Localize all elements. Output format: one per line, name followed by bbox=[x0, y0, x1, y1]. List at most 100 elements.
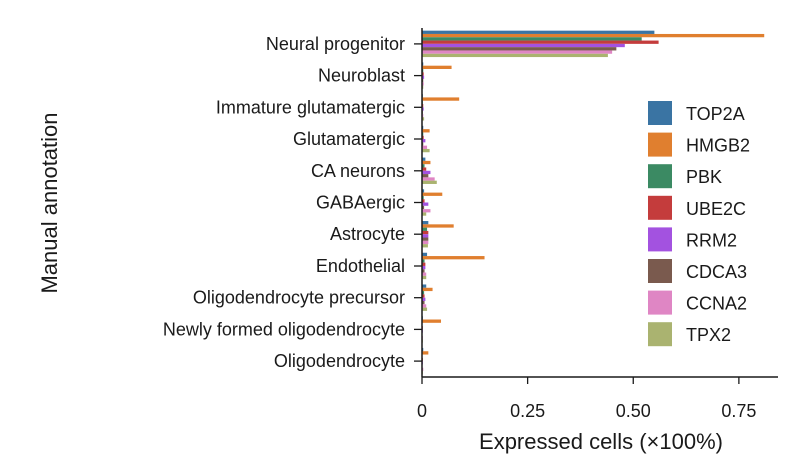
legend-swatch-tpx2 bbox=[648, 322, 672, 347]
category-label: Newly formed oligodendrocyte bbox=[163, 319, 405, 339]
bar-top2a bbox=[422, 30, 655, 34]
bar-cdca3 bbox=[422, 174, 429, 178]
bar-ccna2 bbox=[422, 145, 428, 149]
bar-pbk bbox=[422, 291, 425, 295]
bar-top2a bbox=[422, 221, 429, 225]
bar-ube2c bbox=[422, 72, 424, 76]
bar-rrm2 bbox=[422, 202, 429, 206]
bar-tpx2 bbox=[422, 307, 428, 311]
y-axis-title: Manual annotation bbox=[37, 112, 62, 293]
bar-cdca3 bbox=[422, 269, 425, 273]
bar-hmgb2 bbox=[422, 351, 429, 355]
bar-ube2c bbox=[422, 40, 659, 44]
legend-swatch-ccna2 bbox=[648, 290, 672, 315]
bar-rrm2 bbox=[422, 170, 431, 175]
legend: TOP2A HMGB2 PBK UBE2C RRM2 CDCA3 CCNA2 TPX2 bbox=[648, 101, 750, 347]
bar-hmgb2 bbox=[422, 160, 431, 165]
legend-swatch-ube2c bbox=[648, 195, 672, 220]
category-label: GABAergic bbox=[316, 193, 405, 213]
category-label: Immature glutamatergic bbox=[216, 97, 405, 117]
bar-hmgb2 bbox=[422, 65, 452, 69]
bar-tpx2 bbox=[422, 244, 428, 248]
bar-rrm2 bbox=[422, 139, 426, 143]
bar-top2a bbox=[422, 157, 426, 161]
category-label: Endothelial bbox=[316, 256, 405, 276]
bar-cdca3 bbox=[422, 205, 425, 210]
bar-pbk bbox=[422, 227, 428, 231]
bar-ube2c bbox=[422, 199, 425, 203]
category-label: Glutamatergic bbox=[293, 129, 405, 149]
bar-ube2c bbox=[422, 262, 426, 266]
bar-tpx2 bbox=[422, 180, 437, 184]
x-tick-label: 0 bbox=[417, 401, 427, 421]
bar-rrm2 bbox=[422, 297, 426, 301]
x-tick-label: 0.25 bbox=[510, 401, 545, 421]
bar-hmgb2 bbox=[422, 97, 460, 101]
legend-label-cdca3: CDCA3 bbox=[686, 262, 747, 282]
legend-label-tpx2: TPX2 bbox=[686, 325, 731, 345]
legend-swatch-hmgb2 bbox=[648, 132, 672, 157]
legend-swatch-cdca3 bbox=[648, 259, 672, 283]
legend-swatch-pbk bbox=[648, 164, 672, 189]
category-label: Oligodendrocyte bbox=[274, 351, 405, 371]
category-label: Neural progenitor bbox=[266, 34, 405, 54]
bar-rrm2 bbox=[422, 107, 424, 111]
bar-top2a bbox=[422, 252, 428, 257]
bar-ube2c bbox=[422, 230, 429, 235]
bar-tpx2 bbox=[422, 53, 608, 58]
bar-cdca3 bbox=[422, 47, 617, 51]
legend-swatch-rrm2 bbox=[648, 227, 672, 252]
bars-group bbox=[422, 30, 765, 375]
bar-tpx2 bbox=[422, 148, 430, 153]
bar-hmgb2 bbox=[422, 224, 454, 228]
legend-label-ccna2: CCNA2 bbox=[686, 294, 747, 314]
bar-ccna2 bbox=[422, 272, 427, 276]
bar-rrm2 bbox=[422, 234, 429, 238]
bar-ccna2 bbox=[422, 304, 427, 308]
bar-tpx2 bbox=[422, 117, 425, 121]
bar-ube2c bbox=[422, 294, 425, 298]
legend-label-ube2c: UBE2C bbox=[686, 199, 746, 219]
legend-label-rrm2: RRM2 bbox=[686, 230, 737, 250]
bar-cdca3 bbox=[422, 300, 425, 305]
category-label: Astrocyte bbox=[330, 224, 405, 244]
bar-ccna2 bbox=[422, 177, 435, 181]
x-tick-label: 0.50 bbox=[616, 401, 651, 421]
category-label: CA neurons bbox=[311, 161, 405, 181]
bar-ccna2 bbox=[422, 209, 431, 213]
bar-hmgb2 bbox=[422, 192, 443, 196]
bar-hmgb2 bbox=[422, 256, 485, 260]
bar-top2a bbox=[422, 284, 427, 288]
bar-pbk bbox=[422, 37, 642, 41]
x-tick-label: 0.75 bbox=[721, 401, 756, 421]
bar-pbk bbox=[422, 164, 425, 168]
category-label: Oligodendrocyte precursor bbox=[193, 288, 405, 308]
bar-ccna2 bbox=[422, 82, 424, 86]
category-label: Neuroblast bbox=[318, 66, 405, 86]
bar-tpx2 bbox=[422, 275, 427, 280]
bar-ccna2 bbox=[422, 240, 429, 245]
bar-top2a bbox=[422, 189, 425, 193]
axes-group bbox=[414, 28, 778, 378]
legend-label-hmgb2: HMGB2 bbox=[686, 136, 750, 156]
bar-tpx2 bbox=[422, 212, 427, 216]
bar-rrm2 bbox=[422, 265, 426, 270]
bar-ccna2 bbox=[422, 50, 613, 54]
bar-hmgb2 bbox=[422, 33, 765, 38]
bar-pbk bbox=[422, 259, 425, 263]
bar-rrm2 bbox=[422, 43, 625, 48]
bar-ube2c bbox=[422, 135, 424, 140]
bar-hmgb2 bbox=[422, 129, 430, 133]
bar-hmgb2 bbox=[422, 319, 442, 323]
x-axis-ticks: 0 0.25 0.50 0.75 bbox=[417, 377, 756, 421]
bar-cdca3 bbox=[422, 237, 429, 241]
x-axis-title: Expressed cells (×100%) bbox=[479, 429, 723, 454]
bar-hmgb2 bbox=[422, 287, 433, 292]
legend-label-pbk: PBK bbox=[686, 167, 722, 187]
bar-ube2c bbox=[422, 167, 427, 171]
bar-rrm2 bbox=[422, 75, 425, 79]
category-labels: Neural progenitor Neuroblast Immature glut… bbox=[163, 34, 405, 371]
legend-label-top2a: TOP2A bbox=[686, 104, 745, 124]
legend-swatch-top2a bbox=[648, 101, 672, 125]
